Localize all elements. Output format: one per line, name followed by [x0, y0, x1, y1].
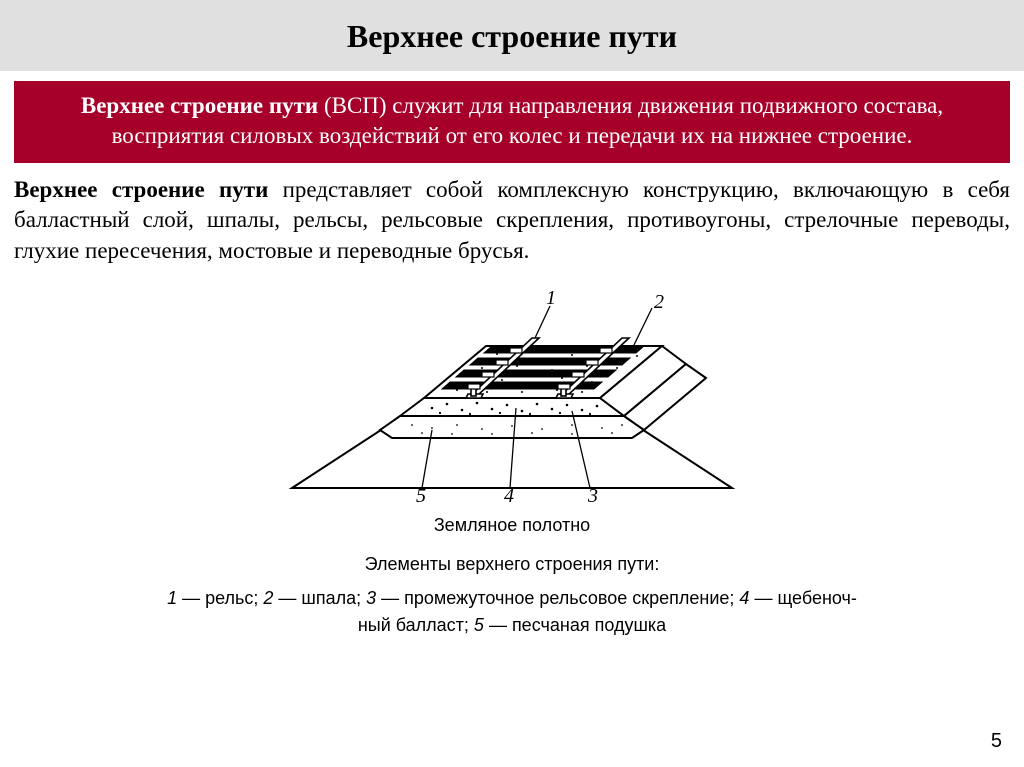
legend-key-2: 2	[263, 588, 273, 608]
legend-val-3: — промежуточное рельсовое скрепление;	[376, 588, 739, 608]
legend-val-2: — шпала;	[273, 588, 366, 608]
diagram-label-5: 5	[416, 485, 426, 507]
diagram-container: 1 2 3 4 5 Земляное полотно Элементы верх…	[0, 288, 1024, 639]
track-diagram: 1 2 3 4 5	[272, 288, 752, 513]
page-number: 5	[991, 730, 1002, 753]
body-bold: Верхнее строение пути	[14, 177, 268, 202]
legend-key-5: 5	[474, 615, 484, 635]
caption-title: Элементы верхнего строения пути:	[0, 554, 1024, 575]
definition-bold: Верхнее строение пути	[81, 93, 318, 118]
caption-legend: 1 — рельс; 2 — шпала; 3 — промежуточное …	[0, 585, 1024, 639]
legend-key-3: 3	[366, 588, 376, 608]
diagram-label-3: 3	[587, 485, 598, 507]
body-paragraph: Верхнее строение пути представляет собой…	[14, 175, 1010, 266]
legend-key-4: 4	[739, 588, 749, 608]
diagram-label-4: 4	[504, 485, 514, 507]
legend-val-4b: ный балласт;	[358, 615, 474, 635]
diagram-label-2: 2	[654, 291, 664, 313]
legend-val-1: — рельс;	[177, 588, 263, 608]
legend-val-5: — песчаная подушка	[484, 615, 666, 635]
diagram-label-1: 1	[546, 288, 556, 309]
definition-box: Верхнее строение пути (ВСП) служит для н…	[14, 81, 1010, 163]
legend-key-1: 1	[167, 588, 177, 608]
page-title: Верхнее строение пути	[0, 0, 1024, 71]
subgrade-label: Земляное полотно	[0, 515, 1024, 536]
legend-val-4: — щебеноч-	[749, 588, 856, 608]
